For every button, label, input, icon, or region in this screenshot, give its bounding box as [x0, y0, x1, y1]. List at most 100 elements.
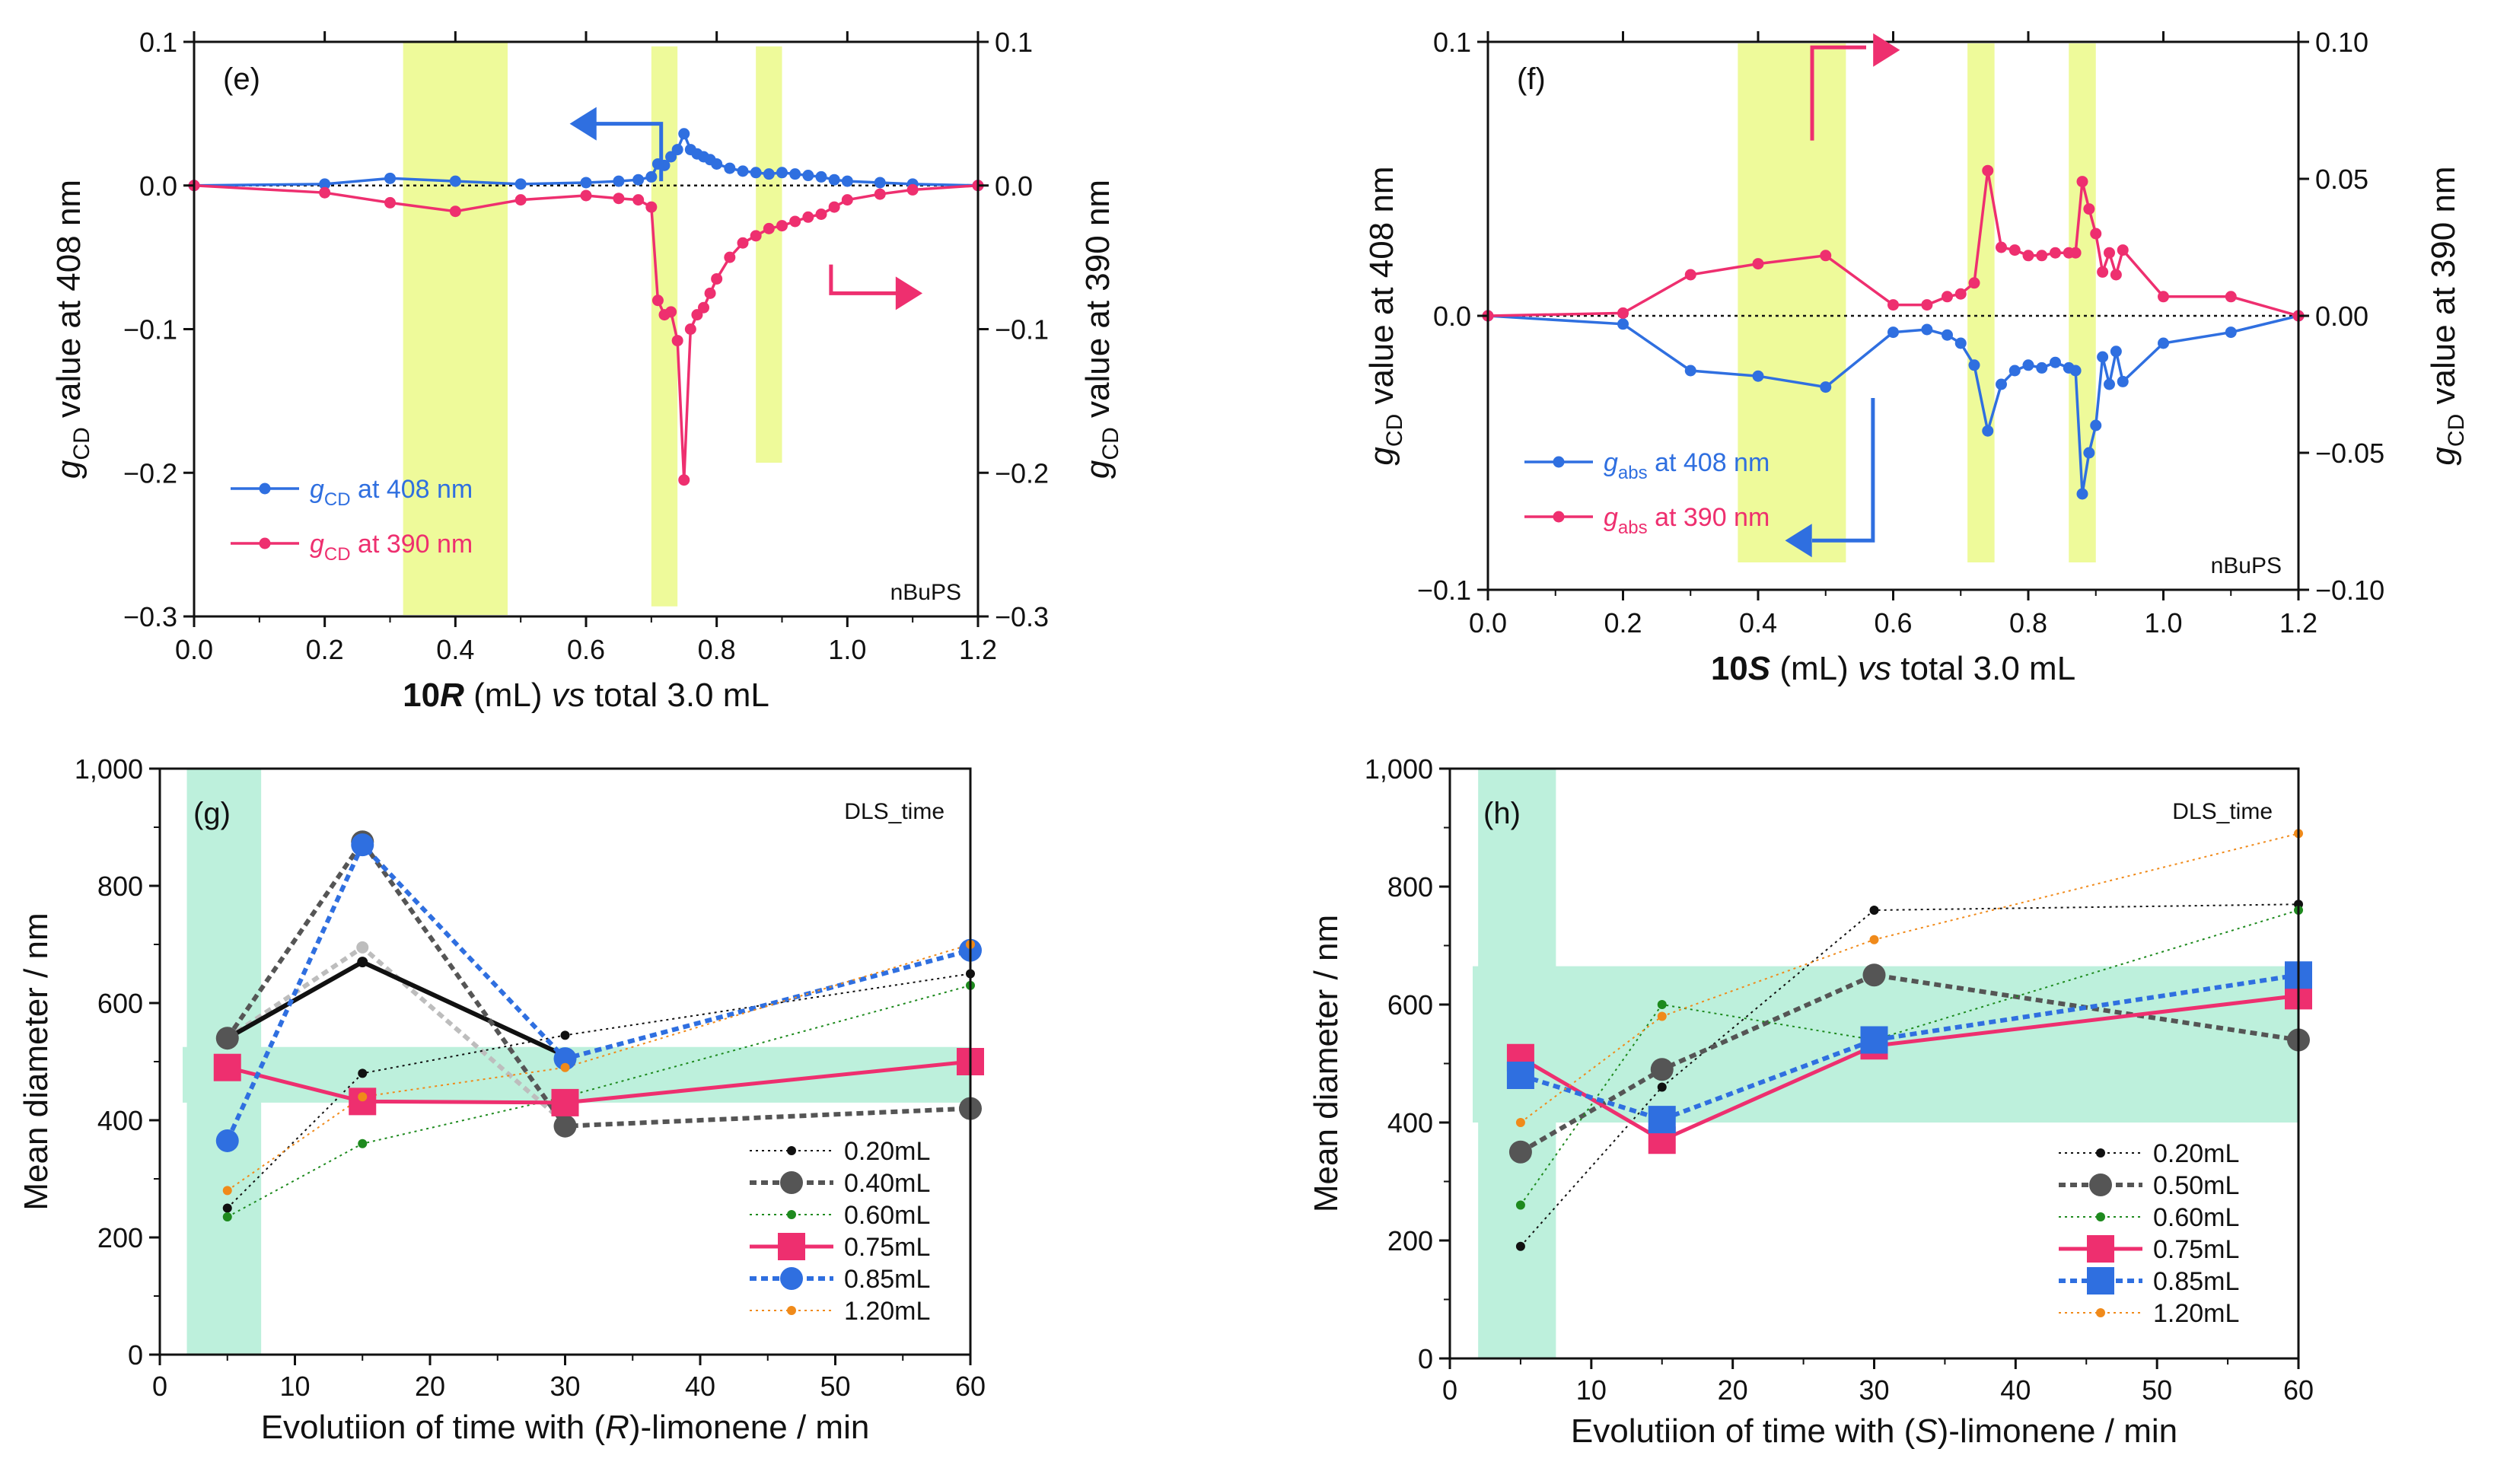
data-point: [1617, 318, 1629, 330]
dataset-tag: nBuPS: [890, 580, 961, 605]
x-tick-label: 50: [820, 1371, 850, 1402]
data-point: [671, 144, 683, 156]
x-tick-label: 40: [685, 1371, 715, 1402]
highlight-band: [403, 42, 508, 615]
data-point: [553, 1114, 577, 1138]
data-point: [787, 1146, 796, 1155]
y-tick-label: 0.0: [139, 170, 177, 202]
data-point: [2090, 228, 2102, 240]
y-right-tick-label: 0.0: [995, 170, 1033, 202]
data-point: [2087, 1267, 2114, 1295]
data-point: [2097, 351, 2109, 363]
data-point: [906, 183, 919, 196]
series-line-1: [1487, 170, 2299, 317]
data-point: [671, 335, 683, 347]
x-tick-label: 0.8: [698, 634, 736, 665]
x-tick-label: 0: [152, 1371, 167, 1402]
data-point: [2110, 269, 2122, 281]
data-point: [1752, 258, 1764, 270]
legend-label: 0.60mL: [2153, 1203, 2239, 1232]
x-tick-label: 0.0: [175, 634, 213, 665]
x-tick-label: 10: [279, 1371, 310, 1402]
series-line-1: [225, 838, 971, 1129]
data-point: [724, 251, 736, 263]
x-tick-label: 20: [415, 1371, 445, 1402]
data-point: [2022, 250, 2034, 262]
series-line-0: [1487, 314, 2299, 495]
data-point: [1508, 1140, 1532, 1164]
data-point: [750, 167, 762, 179]
y-right-tick-label: −0.10: [2315, 575, 2384, 606]
x-tick-label: 0.6: [1874, 607, 1912, 639]
data-point: [213, 1053, 241, 1081]
series-line-2: [227, 984, 971, 1218]
y-axis-title-right: gCD value at 390 nm: [1079, 180, 1123, 479]
x-tick-label: 10: [1576, 1374, 1607, 1406]
data-point: [874, 188, 886, 200]
right-axis-arrow-head: [895, 276, 923, 310]
data-point: [632, 174, 645, 186]
data-point: [1982, 164, 1994, 177]
data-point: [2097, 266, 2109, 278]
x-tick-label: 0: [1442, 1374, 1457, 1406]
y-tick-label: 0.0: [1433, 301, 1471, 332]
data-point: [1860, 1026, 1888, 1054]
x-tick-label: 0.8: [2009, 607, 2047, 639]
x-tick-label: 1.0: [828, 634, 866, 665]
data-point: [789, 215, 801, 228]
left-axis-arrow-shaft: [586, 122, 664, 182]
data-point: [678, 474, 690, 486]
data-point: [1887, 299, 1899, 311]
x-tick-label: 1.2: [959, 634, 997, 665]
data-point: [698, 301, 709, 314]
series-line-4: [225, 840, 971, 1142]
legend-label: gCD at 390 nm: [310, 530, 473, 565]
data-point: [763, 168, 775, 180]
data-point: [449, 175, 461, 187]
data-point: [449, 205, 461, 218]
x-tick-label: 0.4: [1739, 607, 1777, 639]
data-point: [1506, 1062, 1534, 1089]
legend-label: 0.75mL: [2153, 1235, 2239, 1264]
data-point: [1515, 1200, 1525, 1210]
series-line-5: [1520, 833, 2299, 1123]
y-tick-label: 0: [128, 1339, 143, 1371]
dataset-tag: DLS_time: [844, 799, 945, 824]
data-point: [613, 175, 625, 187]
data-point: [778, 1233, 805, 1260]
data-point: [711, 158, 723, 170]
aux-point: [357, 957, 368, 968]
data-point: [2050, 247, 2061, 259]
y-tick-label: 400: [97, 1105, 143, 1136]
data-point: [841, 175, 853, 187]
y-axis-title: Mean diameter / nm: [18, 912, 55, 1210]
data-point: [1996, 241, 2007, 253]
data-point: [358, 1068, 368, 1078]
x-tick-label: 0.6: [567, 634, 605, 665]
left-axis-arrow-head: [569, 107, 597, 141]
data-point: [2008, 244, 2021, 256]
y-right-tick-label: 0.00: [2315, 301, 2368, 332]
x-tick-label: 50: [2142, 1374, 2172, 1406]
data-point: [351, 833, 374, 857]
y-right-tick-label: 0.1: [995, 27, 1033, 58]
panel-label: (e): [223, 62, 260, 96]
dataset-tag: DLS_time: [2172, 799, 2273, 824]
data-point: [1820, 381, 1832, 393]
data-point: [560, 1062, 570, 1072]
data-point: [215, 1129, 239, 1152]
left-axis-arrow-shaft: [1812, 398, 1875, 543]
highlight-band: [756, 46, 782, 463]
data-point: [2104, 247, 2115, 259]
data-point: [2076, 176, 2088, 188]
x-axis-title: 10R (mL) vs total 3.0 mL: [403, 677, 769, 714]
series-line-1: [193, 184, 979, 480]
data-point: [1820, 250, 1832, 262]
data-point: [1515, 1241, 1525, 1251]
y-tick-label: −0.3: [123, 601, 177, 632]
legend-label: 0.20mL: [844, 1137, 930, 1166]
panel-e: 0.0 0.2 0.4 0.6 0.8 1.0 1.2−0.3−0.2−0.10.00.1−…: [50, 27, 1123, 714]
data-point: [1650, 1058, 1674, 1081]
